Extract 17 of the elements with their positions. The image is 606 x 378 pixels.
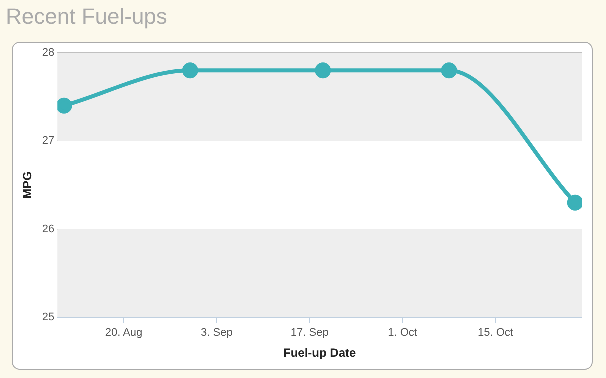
x-tick-label: 1. Oct [388,327,418,340]
point [315,62,332,79]
point [567,194,582,211]
x-tick-label: 20. Aug [105,327,143,340]
y-tick-label: 27 [42,135,55,148]
y-tick-label: 25 [42,311,55,324]
x-axis-title: Fuel-up Date [283,346,356,360]
point [441,62,458,79]
y-tick-label: 28 [42,47,55,60]
point [182,62,198,79]
chart-title: Recent Fuel-ups [6,4,168,30]
y-axis-title: MPG [20,172,35,199]
x-tick-label: 15. Oct [478,327,514,340]
y-tick-label: 26 [42,223,55,236]
point [58,98,72,114]
x-tick-label: 17. Sep [290,327,329,340]
x-tick-label: 3. Sep [201,327,233,340]
